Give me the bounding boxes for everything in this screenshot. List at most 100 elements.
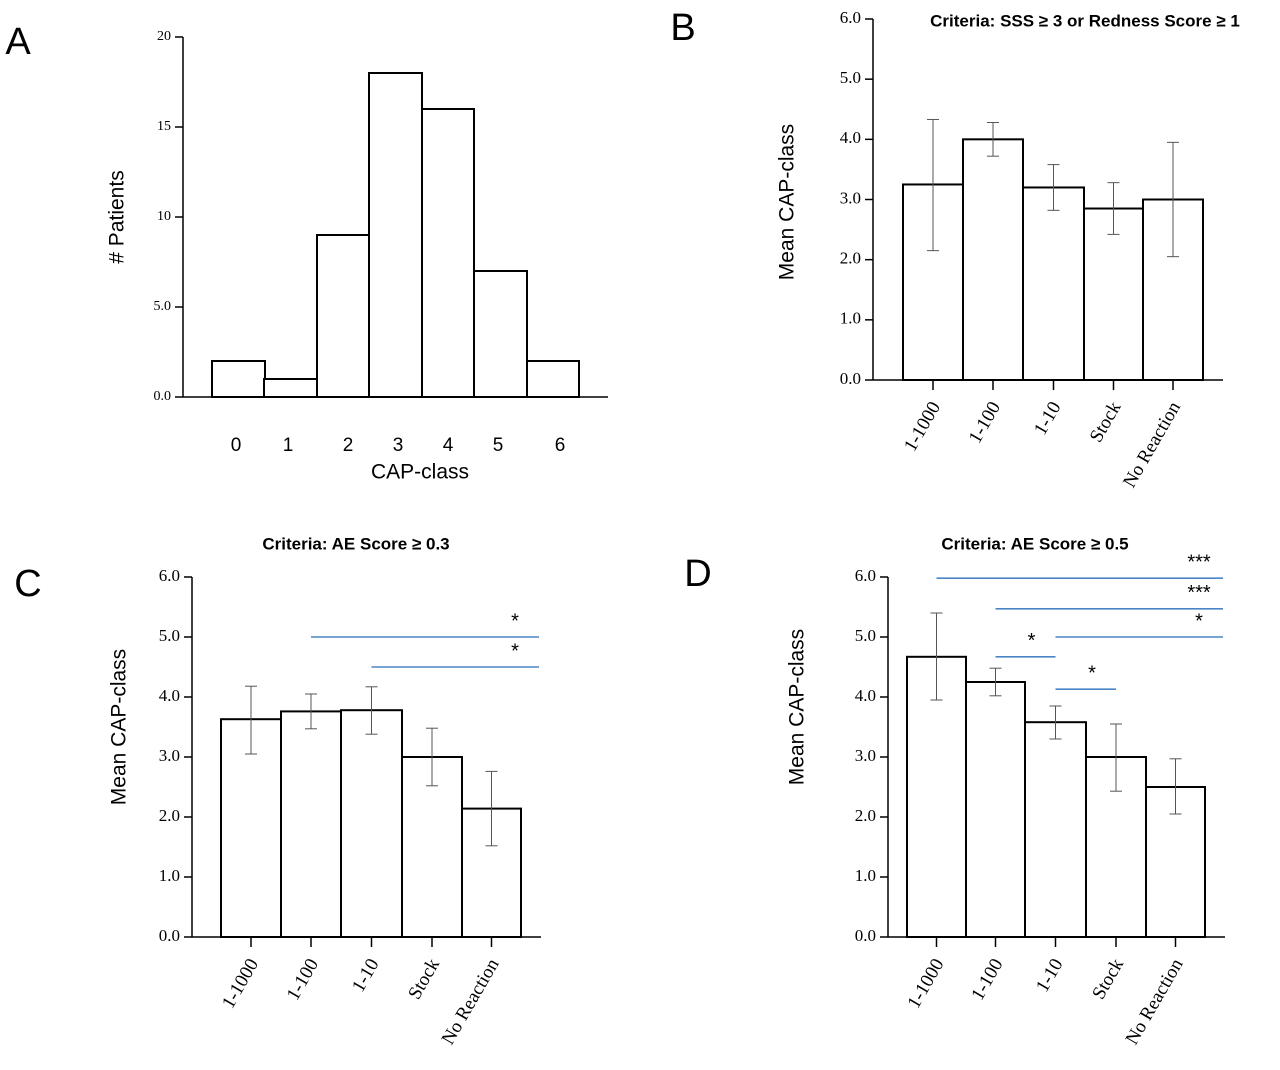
y-tick-label: 5.0 <box>855 626 876 645</box>
y-axis-label: Mean CAP-class <box>776 124 799 280</box>
bar-1-10 <box>1022 186 1085 381</box>
panel-label: A <box>5 21 31 63</box>
bar-6 <box>526 360 580 398</box>
panel-label: C <box>14 563 41 605</box>
chart-title: Criteria: AE Score ≥ 0.3 <box>262 534 449 553</box>
bar-1-1000 <box>220 718 282 939</box>
bar-stock <box>401 756 463 938</box>
bar-1 <box>263 378 318 398</box>
significance-label: * <box>1088 662 1096 684</box>
error-bar <box>365 686 378 735</box>
x-tick-label: 1-1000 <box>218 955 263 1012</box>
y-tick-label: 6.0 <box>159 566 180 585</box>
bar-4 <box>421 108 475 398</box>
y-tick-label: 3.0 <box>840 188 861 207</box>
chart-title: Criteria: SSS ≥ 3 or Redness Score ≥ 1 <box>930 11 1240 30</box>
x-tick-label: 1 <box>283 435 294 456</box>
error-bar <box>426 727 438 787</box>
y-tick-label: 5.0 <box>840 68 861 87</box>
significance-label: * <box>1195 610 1203 632</box>
x-tick-label: No Reaction <box>1122 955 1188 1049</box>
y-tick-label: 4.0 <box>159 686 180 705</box>
error-bar <box>1047 164 1060 211</box>
y-tick-label: 0.0 <box>159 926 180 945</box>
x-tick-label: 1-10 <box>1032 955 1068 996</box>
y-tick-label: 1.0 <box>855 866 876 885</box>
panel-d: D Criteria: AE Score ≥ 0.5 0.0 1.0 2.0 3.0 4.0… <box>684 534 1225 1048</box>
x-tick-label: 0 <box>231 435 242 456</box>
significance-marker: *** <box>995 582 1223 610</box>
chart-title: Criteria: AE Score ≥ 0.5 <box>941 534 1128 553</box>
error-bar <box>1107 182 1120 235</box>
x-tick-label: No Reaction <box>1119 398 1185 492</box>
y-tick-label: 0.0 <box>154 389 172 404</box>
x-tick-label: 4 <box>443 435 454 456</box>
y-axis-label: # Patients <box>106 170 129 263</box>
bar-1-100 <box>965 681 1026 938</box>
bar-1-10 <box>340 709 403 939</box>
bar-3 <box>368 72 423 398</box>
x-tick-label: 5 <box>493 435 504 456</box>
error-bar <box>987 121 999 157</box>
y-tick-label: 6.0 <box>840 8 861 27</box>
error-bar <box>1049 705 1062 740</box>
x-tick-label: 1-100 <box>283 955 323 1004</box>
y-tick-label: 2.0 <box>840 249 861 268</box>
x-tick-label: 1-10 <box>348 955 384 996</box>
bar-1-1000 <box>906 655 967 938</box>
y-tick-label: 0.0 <box>855 926 876 945</box>
y-tick-label: 3.0 <box>159 746 180 765</box>
bar-2 <box>316 234 370 398</box>
significance-marker: * <box>1055 662 1116 691</box>
significance-label: *** <box>1187 582 1211 604</box>
bar-0 <box>211 360 266 398</box>
significance-label: * <box>1028 630 1036 652</box>
y-tick-label: 6.0 <box>855 566 876 585</box>
significance-label: *** <box>1187 551 1211 573</box>
y-tick-label: 15 <box>157 119 171 134</box>
y-tick-label: 5.0 <box>159 626 180 645</box>
x-tick-label: 1-10 <box>1030 398 1066 439</box>
y-tick-label: 0.0 <box>840 369 861 388</box>
significance-marker: * <box>311 610 539 638</box>
y-tick-label: 3.0 <box>855 746 876 765</box>
x-tick-label: Stock <box>1086 398 1126 446</box>
x-tick-label: 1-1000 <box>900 398 945 455</box>
x-tick-label: Stock <box>1088 955 1128 1003</box>
bar-1-100 <box>280 710 342 939</box>
x-tick-label: 1-1000 <box>904 955 949 1012</box>
panel-a: A 0.0 5.0 10 15 20 # Patients 0 1 2 3 4 5 6 CAP-class <box>5 21 608 484</box>
error-bar <box>485 770 498 847</box>
error-bar <box>1167 141 1179 258</box>
y-axis-label: Mean CAP-class <box>786 629 809 785</box>
y-tick-label: 4.0 <box>855 686 876 705</box>
bar-1-10 <box>1024 721 1087 939</box>
x-tick-label: 1-100 <box>967 955 1007 1004</box>
y-tick-label: 1.0 <box>159 866 180 885</box>
panel-label: B <box>670 7 695 49</box>
bar-5 <box>473 270 528 398</box>
panel-c: C Criteria: AE Score ≥ 0.3 0.0 1.0 2.0 3.0 4.0… <box>14 534 541 1048</box>
error-bar <box>927 118 939 252</box>
y-tick-label: 5.0 <box>154 299 172 314</box>
error-bar <box>245 685 257 755</box>
error-bar <box>1169 758 1182 815</box>
y-axis-label: Mean CAP-class <box>108 649 131 805</box>
x-axis-label: CAP-class <box>371 461 469 484</box>
y-tick-label: 4.0 <box>840 128 861 147</box>
bar-1-100 <box>962 138 1024 381</box>
significance-label: * <box>511 610 519 632</box>
panel-b: B Criteria: SSS ≥ 3 or Redness Score ≥ 1 0… <box>670 7 1240 491</box>
y-tick-label: 2.0 <box>855 806 876 825</box>
x-tick-label: Stock <box>404 955 444 1003</box>
significance-marker: * <box>1055 610 1223 638</box>
x-tick-label: 3 <box>393 435 404 456</box>
significance-marker: *** <box>936 551 1223 580</box>
y-tick-label: 10 <box>157 209 171 224</box>
x-tick-label: 2 <box>343 435 354 456</box>
panel-label: D <box>684 553 711 595</box>
significance-label: * <box>511 640 519 662</box>
error-bar <box>930 612 943 701</box>
significance-marker: * <box>995 630 1056 658</box>
